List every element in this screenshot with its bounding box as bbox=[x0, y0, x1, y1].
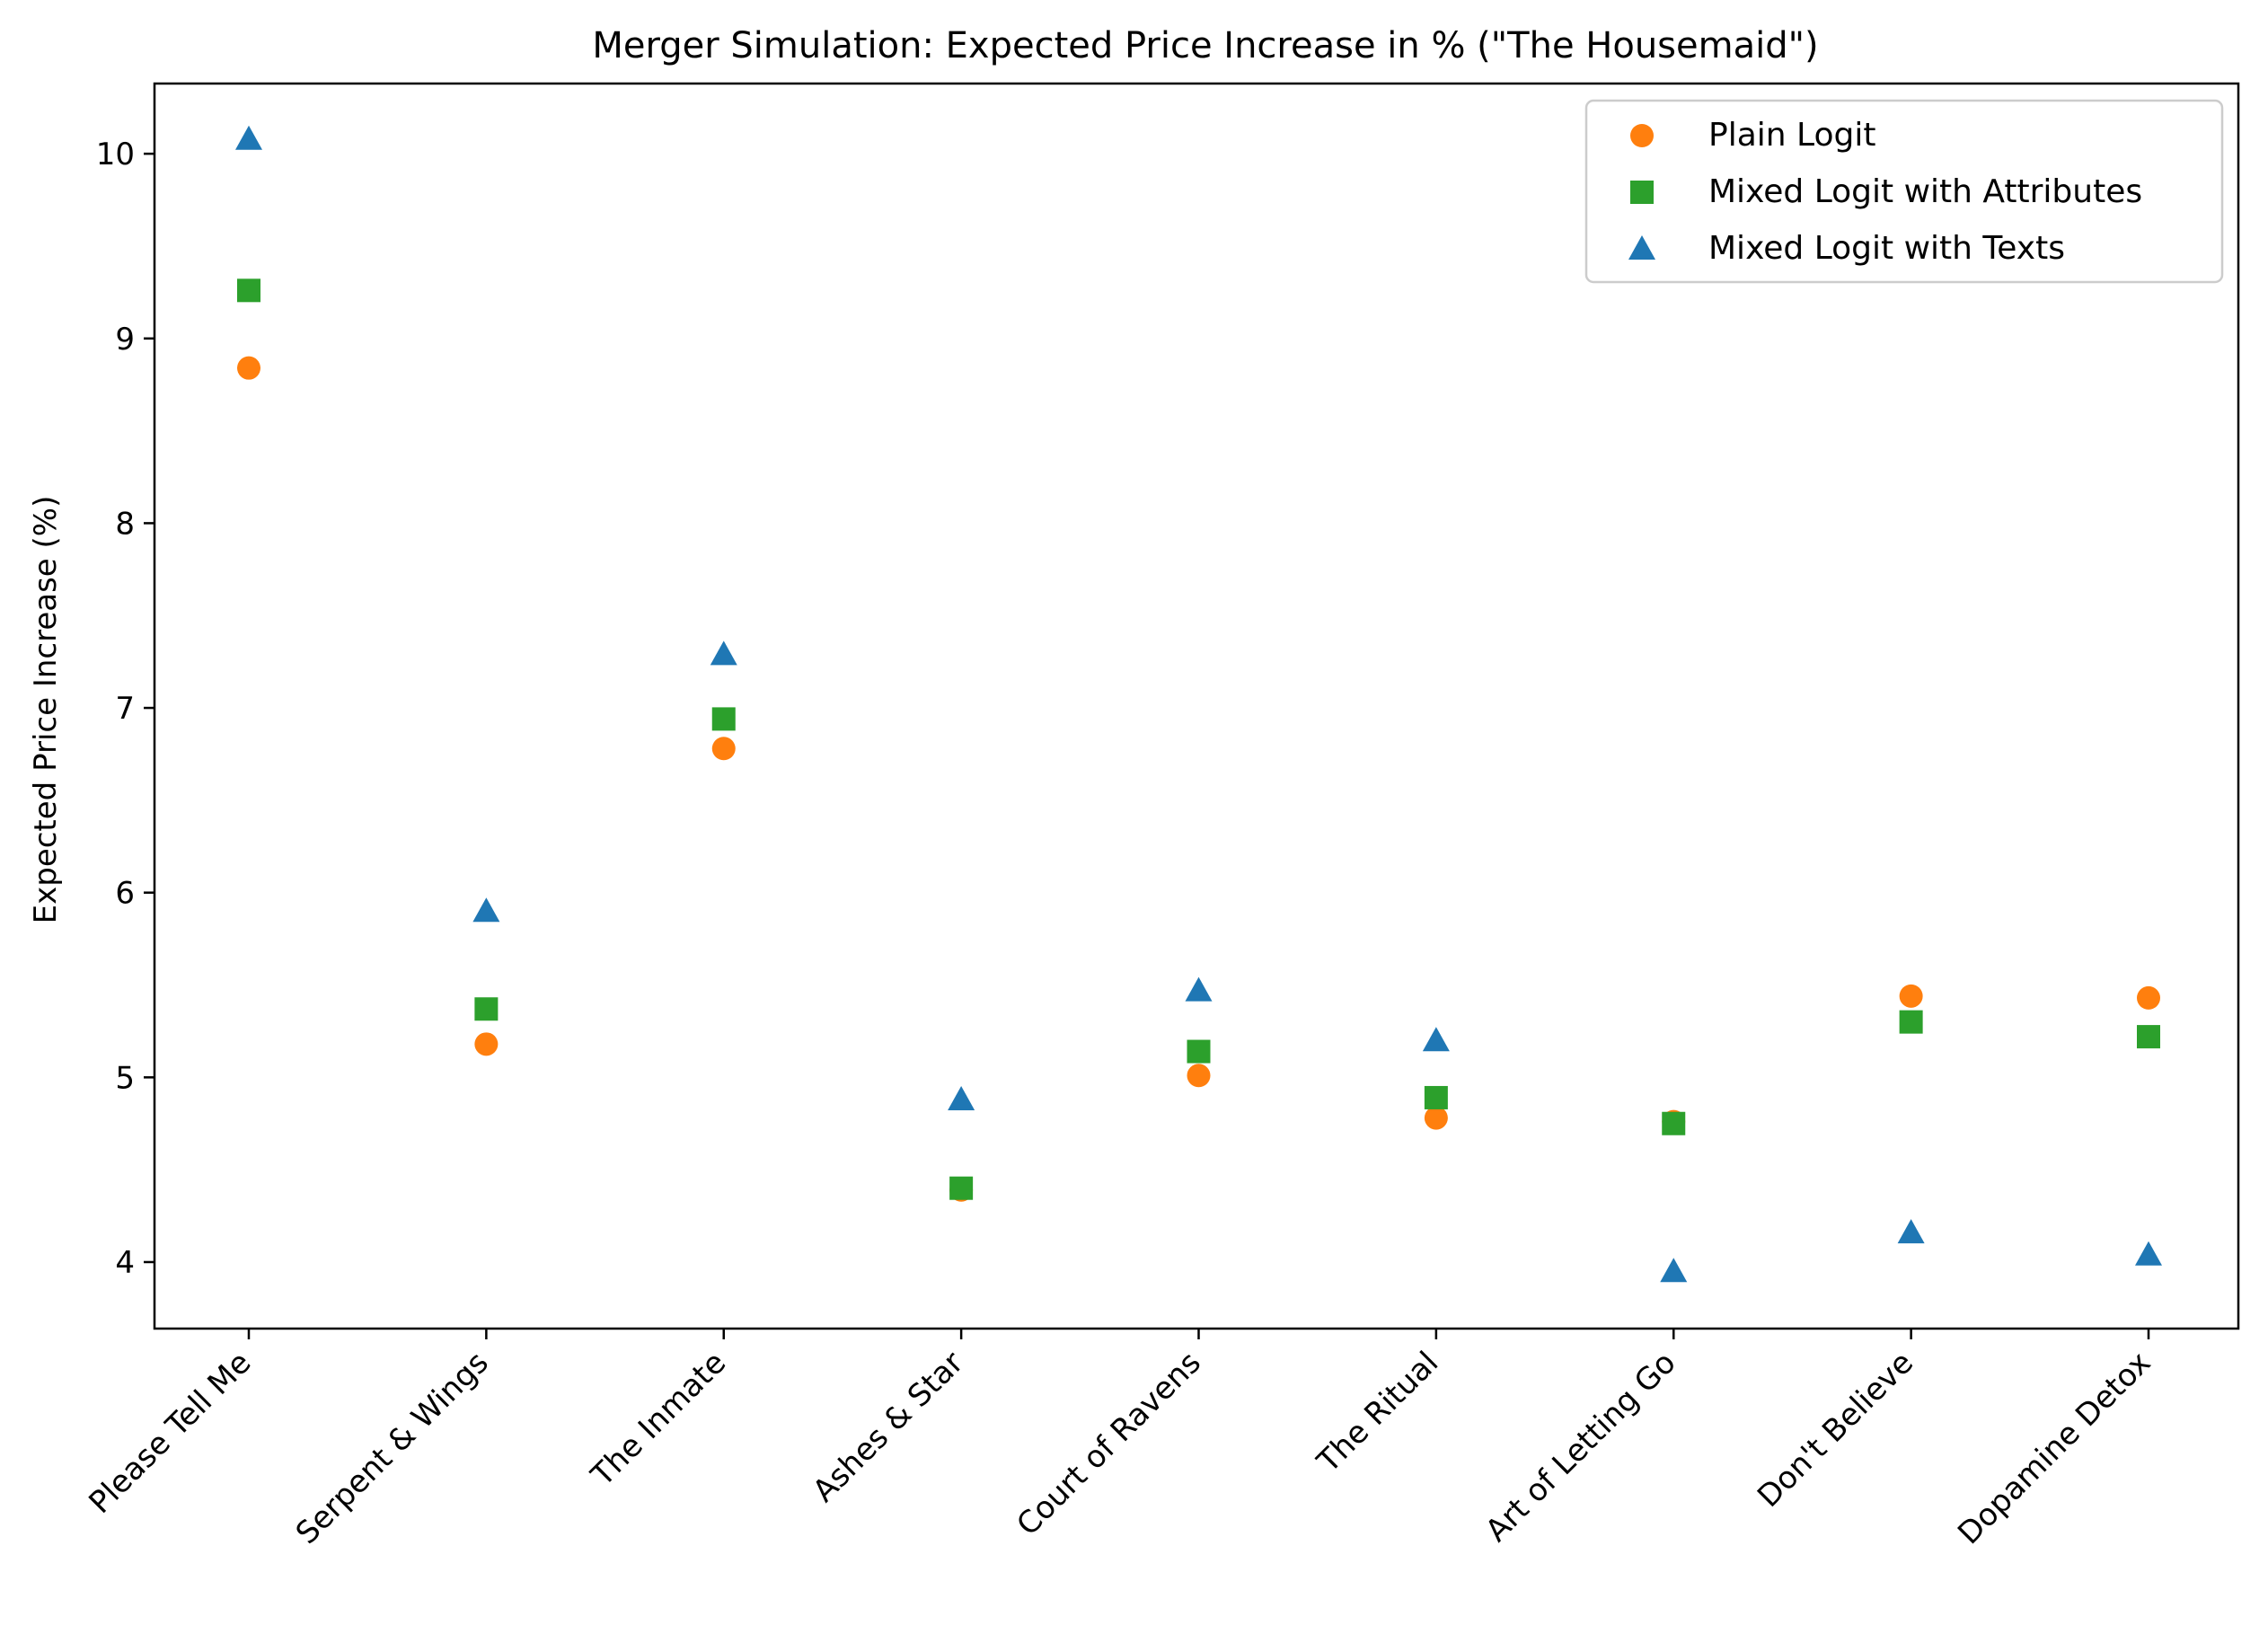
data-point bbox=[948, 1086, 975, 1111]
data-point bbox=[1899, 1010, 1923, 1034]
legend: Plain Logit Mixed Logit with Attributes Mi… bbox=[1584, 99, 2224, 284]
data-point bbox=[1897, 1219, 1925, 1244]
chart-title: Merger Simulation: Expected Price Increa… bbox=[592, 25, 1818, 66]
legend-marker bbox=[1630, 181, 1654, 204]
y-tick-label: 8 bbox=[115, 506, 135, 542]
data-point bbox=[1187, 1064, 1211, 1088]
legend-marker bbox=[1630, 124, 1654, 147]
data-point bbox=[1662, 1111, 1686, 1135]
data-point bbox=[474, 997, 499, 1021]
data-point bbox=[1899, 984, 1923, 1008]
data-point bbox=[1187, 1039, 1211, 1064]
data-point bbox=[1424, 1106, 1448, 1130]
y-axis-label: Expected Price Increase (%) bbox=[28, 496, 64, 924]
legend-label: Mixed Logit with Attributes bbox=[1708, 173, 2142, 210]
plot-frame bbox=[153, 82, 2240, 1330]
y-tick-label: 4 bbox=[115, 1245, 135, 1281]
data-point bbox=[474, 1032, 499, 1056]
y-tick-label: 10 bbox=[96, 137, 135, 172]
data-point bbox=[2137, 985, 2160, 1010]
data-point bbox=[1422, 1027, 1450, 1052]
data-point bbox=[1185, 976, 1213, 1002]
legend-box bbox=[1584, 99, 2224, 284]
data-point bbox=[472, 897, 500, 923]
series-group bbox=[235, 125, 2162, 1283]
data-point bbox=[237, 278, 260, 303]
series-group bbox=[237, 278, 2160, 1200]
data-point bbox=[949, 1176, 974, 1200]
y-tick-label: 6 bbox=[115, 876, 135, 912]
data-point bbox=[2137, 1025, 2160, 1049]
data-point bbox=[711, 707, 736, 731]
data-point bbox=[237, 356, 260, 380]
y-tick-label: 7 bbox=[115, 691, 135, 727]
data-point bbox=[2135, 1241, 2162, 1266]
y-tick-label: 9 bbox=[115, 322, 135, 358]
legend-marker bbox=[1628, 235, 1655, 260]
y-tick-label: 5 bbox=[115, 1060, 135, 1096]
data-point bbox=[711, 737, 736, 761]
legend-label: Plain Logit bbox=[1708, 117, 1875, 154]
data-point bbox=[235, 125, 262, 150]
data-point bbox=[1424, 1085, 1448, 1109]
data-point bbox=[710, 640, 737, 666]
data-point bbox=[1660, 1258, 1688, 1283]
legend-label: Mixed Logit with Texts bbox=[1708, 230, 2065, 267]
